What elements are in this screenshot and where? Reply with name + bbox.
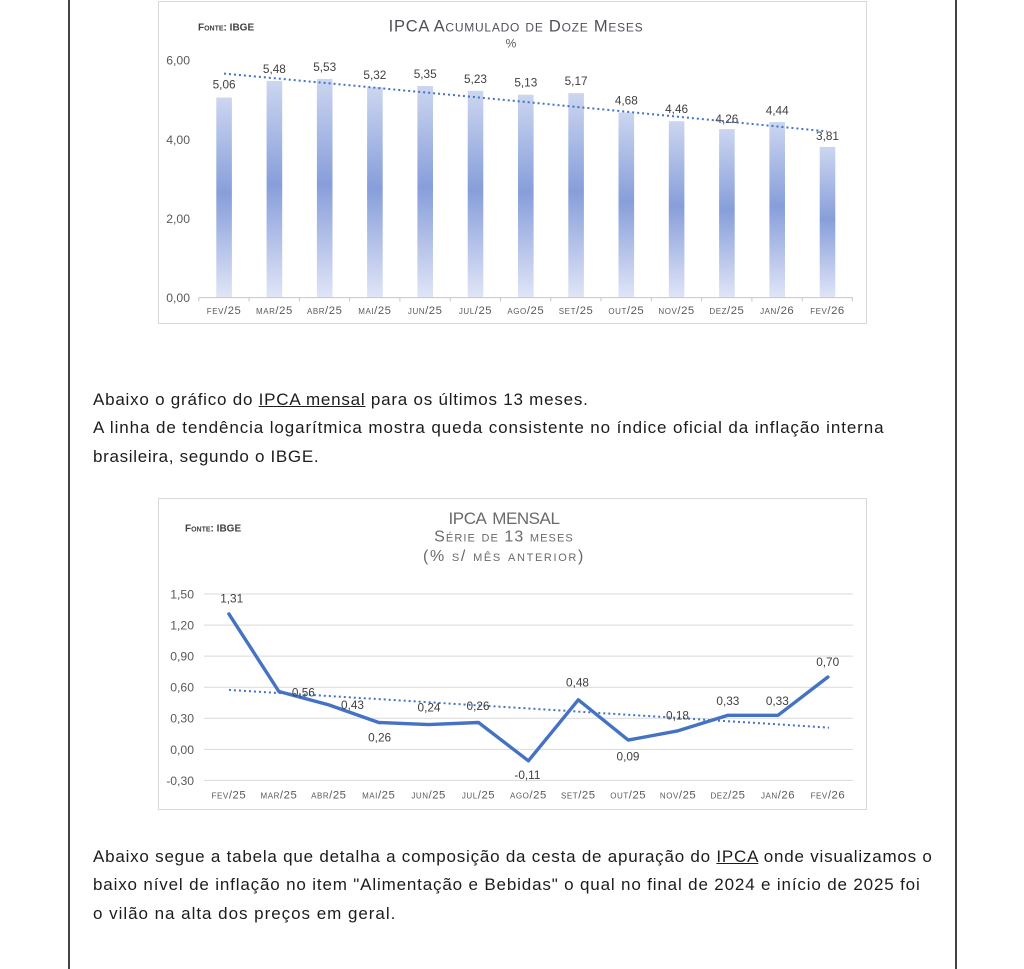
svg-text:-0,11: -0,11 [514,768,540,782]
svg-text:out/25: out/25 [608,305,644,317]
svg-text:fev/25: fev/25 [207,305,242,317]
svg-text:dez/25: dez/25 [710,790,745,802]
svg-text:abr/25: abr/25 [307,305,342,317]
svg-text:5,17: 5,17 [565,74,588,88]
svg-text:5,48: 5,48 [263,62,286,76]
svg-text:mar/25: mar/25 [256,305,293,317]
svg-text:4,68: 4,68 [615,94,638,108]
svg-text:mai/25: mai/25 [362,790,395,802]
svg-text:Fonte: IBGE: Fonte: IBGE [198,23,254,34]
svg-text:jul/25: jul/25 [462,790,495,802]
svg-text:-0,30: -0,30 [166,774,194,788]
svg-text:5,06: 5,06 [213,78,236,92]
svg-text:fev/26: fev/26 [810,305,845,317]
svg-text:nov/25: nov/25 [660,790,696,802]
svg-text:ago/25: ago/25 [510,790,547,802]
svg-text:5,32: 5,32 [363,68,386,82]
svg-text:0,26: 0,26 [368,731,391,745]
svg-text:jan/26: jan/26 [761,790,795,802]
svg-text:0,70: 0,70 [816,655,839,669]
svg-text:dez/25: dez/25 [709,305,744,317]
svg-text:Fonte: IBGE: Fonte: IBGE [185,524,241,535]
svg-text:out/25: out/25 [610,790,646,802]
svg-text:4,46: 4,46 [665,102,688,116]
svg-text:5,53: 5,53 [313,60,336,74]
svg-text:0,30: 0,30 [170,712,194,726]
svg-text:1,31: 1,31 [220,591,243,605]
svg-text:1,20: 1,20 [170,619,194,633]
svg-text:0,33: 0,33 [716,694,739,708]
svg-text:0,26: 0,26 [467,699,490,713]
svg-text:0,33: 0,33 [766,694,789,708]
svg-text:4,44: 4,44 [766,104,789,118]
svg-text:5,23: 5,23 [464,72,487,86]
svg-text:0,48: 0,48 [566,675,589,689]
svg-text:ago/25: ago/25 [507,305,544,317]
svg-text:1,50: 1,50 [170,587,194,601]
svg-text:fev/26: fev/26 [811,790,846,802]
svg-text:0,00: 0,00 [170,743,194,757]
svg-text:%: % [506,37,517,51]
svg-text:set/25: set/25 [561,790,596,802]
svg-text:0,18: 0,18 [666,708,689,722]
svg-text:3,81: 3,81 [816,129,839,143]
svg-text:4,26: 4,26 [715,112,738,126]
svg-text:set/25: set/25 [559,305,594,317]
svg-text:6,00: 6,00 [166,54,190,68]
svg-text:(% s/ mês anterior): (% s/ mês anterior) [423,548,585,565]
svg-text:0,43: 0,43 [341,698,364,712]
svg-text:jun/25: jun/25 [411,790,446,802]
svg-text:0,24: 0,24 [418,700,441,714]
svg-text:IPCA MENSAL: IPCA MENSAL [449,509,560,528]
svg-text:IPCA Acumulado de Doze Meses: IPCA Acumulado de Doze Meses [389,18,644,36]
svg-text:mai/25: mai/25 [358,305,391,317]
svg-text:4,00: 4,00 [166,133,190,147]
svg-text:0,60: 0,60 [170,681,194,695]
svg-text:2,00: 2,00 [166,212,190,226]
svg-text:0,90: 0,90 [170,650,194,664]
svg-text:0,09: 0,09 [617,750,640,764]
svg-text:5,35: 5,35 [414,67,437,81]
svg-text:jul/25: jul/25 [459,305,492,317]
svg-text:abr/25: abr/25 [311,790,346,802]
svg-text:mar/25: mar/25 [261,790,298,802]
svg-text:jun/25: jun/25 [408,305,443,317]
svg-text:0,56: 0,56 [292,685,315,699]
svg-text:jan/26: jan/26 [760,305,794,317]
svg-text:0,00: 0,00 [166,291,190,305]
svg-text:5,13: 5,13 [514,76,537,90]
svg-text:nov/25: nov/25 [658,305,694,317]
svg-text:Série de 13 meses: Série de 13 meses [434,529,574,546]
svg-text:fev/25: fev/25 [212,790,247,802]
